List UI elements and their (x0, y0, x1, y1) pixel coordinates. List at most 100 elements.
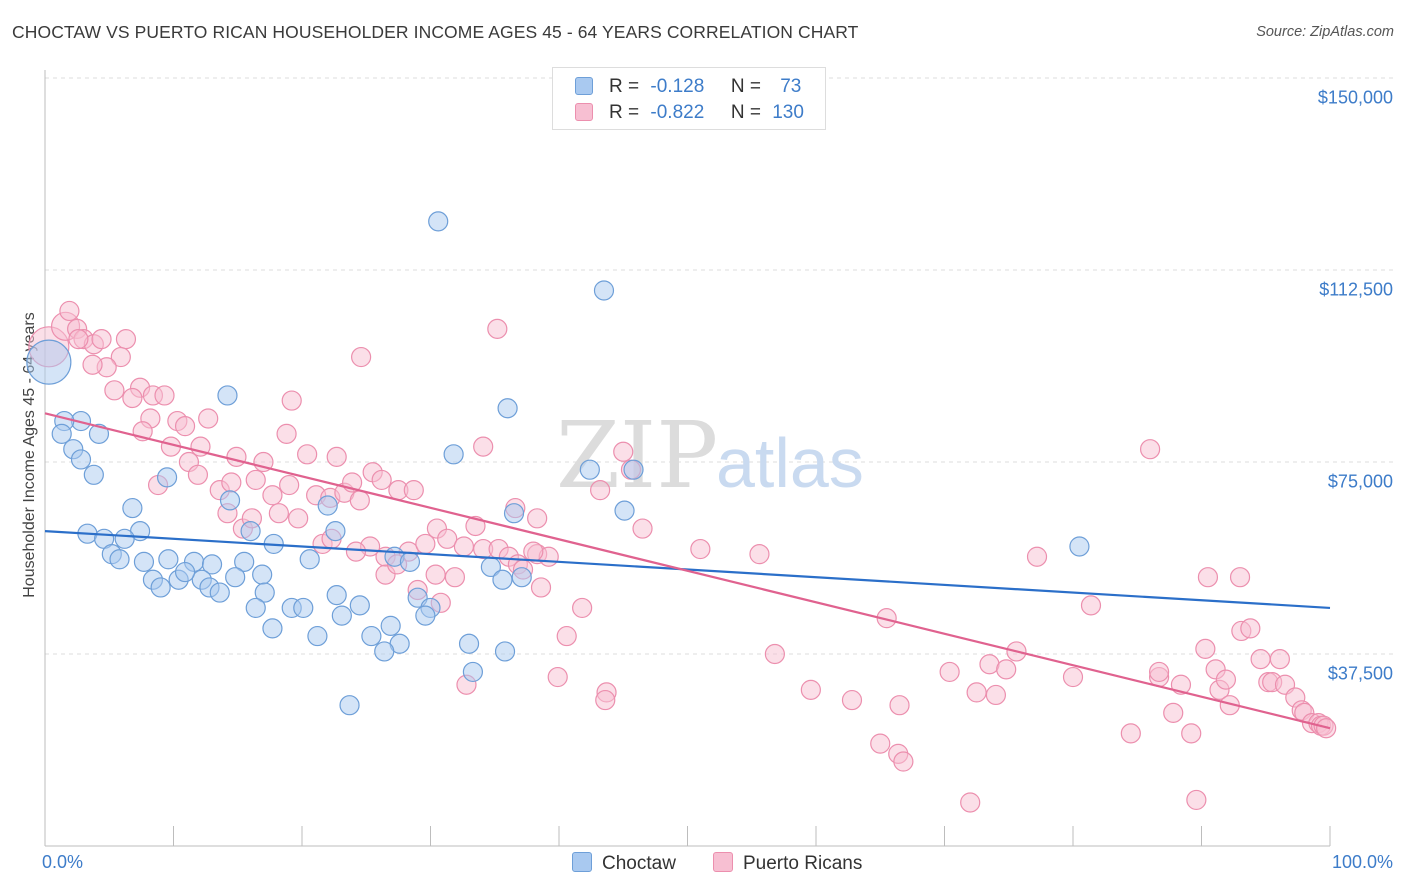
data-point (82, 354, 103, 375)
data-point (174, 561, 196, 583)
data-point (690, 538, 711, 560)
data-point (614, 500, 635, 521)
data-point (122, 387, 143, 409)
legend-r-label: R = (609, 76, 640, 97)
y-tick-label: $75,000 (1327, 471, 1393, 492)
choctaw-legend-label: Choctaw (602, 853, 676, 874)
data-point (351, 346, 372, 368)
data-point (293, 597, 314, 619)
data-point (198, 408, 219, 429)
data-point (579, 459, 600, 480)
correlation-legend: R = -0.128 N = 73 R = -0.822 N = 130 (552, 67, 826, 130)
data-point (527, 508, 548, 529)
data-point (201, 554, 223, 575)
data-point (595, 689, 616, 711)
data-point (458, 633, 480, 654)
data-point (1181, 723, 1202, 744)
legend-n-value: 73 (780, 76, 802, 97)
data-point (276, 423, 297, 444)
data-point (1062, 666, 1084, 688)
data-point (225, 567, 246, 588)
data-point (104, 380, 125, 401)
data-point (262, 618, 283, 639)
data-point (262, 485, 283, 506)
data-point (221, 472, 242, 493)
data-point (371, 469, 392, 491)
data-point (245, 469, 266, 491)
data-point (443, 444, 464, 465)
data-point (1197, 567, 1219, 588)
puerto-trend-line (44, 412, 1331, 730)
data-point (487, 318, 508, 339)
choctaw-trend-line (44, 530, 1331, 610)
data-point (307, 625, 328, 647)
data-point (841, 689, 863, 711)
legend-item-puerto-ricans[interactable]: Puerto Ricans (713, 852, 862, 875)
data-point (1148, 661, 1170, 683)
data-point (59, 300, 80, 322)
data-point (133, 551, 155, 572)
data-point (870, 733, 891, 754)
data-point (150, 577, 171, 598)
data-point (154, 385, 175, 406)
data-point (1026, 546, 1048, 567)
data-point (374, 641, 395, 662)
data-point (217, 385, 238, 406)
data-point (462, 661, 484, 683)
chart-title: CHOCTAW VS PUERTO RICAN HOUSEHOLDER INCO… (12, 22, 859, 42)
data-point (345, 541, 367, 562)
axes (44, 70, 1331, 847)
data-point (996, 659, 1017, 680)
source-label[interactable]: Source: ZipAtlas.com (1256, 24, 1394, 40)
data-point (110, 346, 131, 368)
data-point (268, 503, 289, 524)
data-point (893, 751, 914, 772)
data-point (590, 480, 611, 501)
data-point (939, 661, 960, 683)
trend-lines (44, 412, 1331, 730)
data-point (156, 467, 178, 488)
data-point (497, 398, 518, 419)
data-point (556, 625, 577, 647)
data-point (158, 549, 179, 570)
data-point (88, 423, 110, 444)
watermark: ZIP atlas (556, 402, 864, 509)
data-point (632, 518, 653, 539)
data-point (51, 423, 72, 444)
y-tick-label: $150,000 (1317, 87, 1393, 108)
data-point (523, 541, 544, 562)
data-point (109, 549, 130, 570)
data-point (361, 625, 382, 647)
data-point (960, 792, 981, 813)
data-point (1229, 567, 1251, 588)
x-tick-label: 100.0% (1331, 852, 1393, 872)
data-point (593, 280, 615, 301)
data-point (326, 585, 347, 606)
data-point (254, 582, 275, 603)
data-point (331, 605, 352, 626)
puerto-legend-label: Puerto Ricans (743, 853, 863, 874)
watermark-atlas: atlas (716, 424, 864, 502)
choctaw-swatch (575, 77, 593, 95)
data-point (299, 549, 320, 570)
data-point (281, 390, 302, 411)
legend-item-choctaw[interactable]: Choctaw (572, 852, 676, 875)
puerto-legend-swatch (713, 852, 733, 872)
legend-n-value: 130 (772, 102, 804, 123)
data-point (494, 641, 516, 662)
data-point (465, 515, 486, 537)
data-point (68, 329, 89, 350)
data-point (187, 464, 209, 485)
data-point (1186, 789, 1207, 811)
data-point (966, 682, 987, 703)
data-point (415, 605, 436, 626)
data-point (453, 536, 475, 557)
data-point (749, 544, 770, 565)
data-point (547, 666, 568, 688)
data-point (349, 595, 370, 616)
data-point (91, 329, 112, 350)
puerto-rican-points (28, 300, 1337, 813)
data-point (279, 474, 300, 496)
data-point (1080, 595, 1102, 616)
